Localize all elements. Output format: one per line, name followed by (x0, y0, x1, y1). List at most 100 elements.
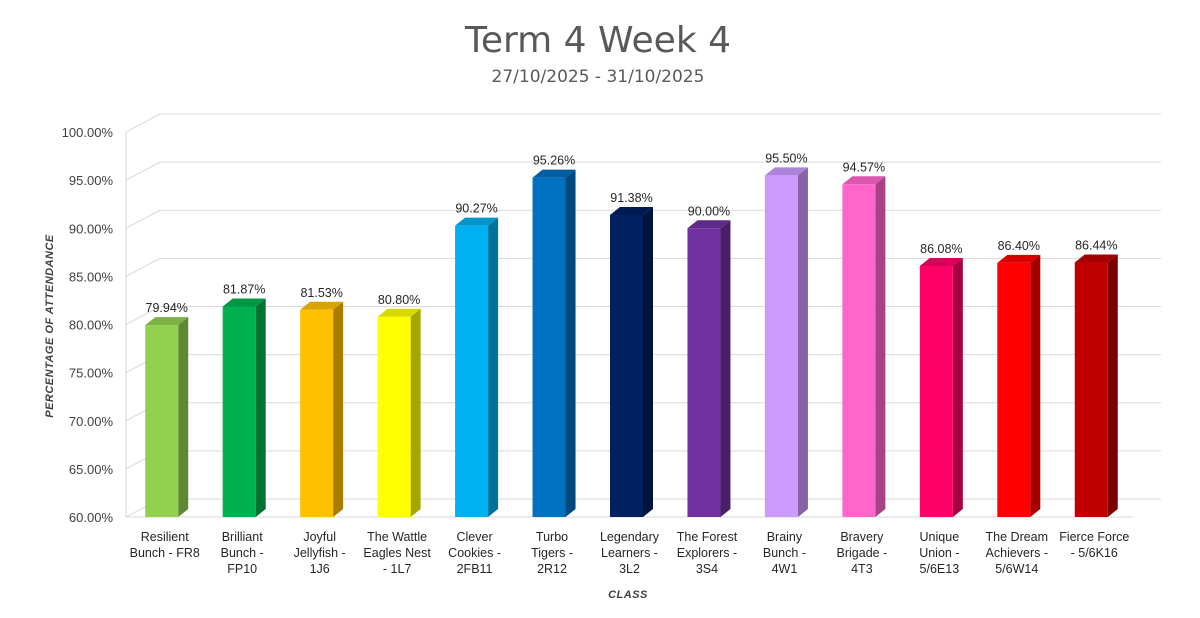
bar (842, 176, 886, 518)
gridline-wall (125, 113, 161, 133)
bar-side (952, 257, 963, 517)
gridline-wall (125, 161, 161, 181)
bar-side (875, 176, 886, 518)
category-label: Joyful Jellyfish - 1J6 (294, 530, 346, 576)
bar-front (610, 214, 643, 517)
y-tick-label: 95.00% (69, 173, 114, 188)
data-label: 91.38% (610, 191, 652, 205)
y-tick-label: 100.00% (62, 125, 114, 140)
bar-side (720, 220, 731, 517)
y-tick-label: 90.00% (69, 221, 114, 236)
bar-side (410, 308, 421, 517)
bar-top (1074, 254, 1118, 263)
bar-top (377, 308, 421, 317)
category-label-line: Brilliant (222, 530, 264, 544)
category-label: Fierce Force - 5/6K16 (1059, 530, 1129, 560)
category-label-line: Bunch - FR8 (130, 546, 200, 560)
category-label-line: Learners - (601, 546, 658, 560)
bar-front (997, 262, 1031, 517)
category-label-line: 3S4 (696, 562, 718, 576)
bar-front (145, 325, 179, 517)
data-label: 95.26% (533, 154, 575, 168)
category-label-line: FP10 (227, 562, 257, 576)
category-label-line: Unique (920, 530, 960, 544)
bar-top (610, 206, 653, 215)
bar (455, 217, 499, 517)
y-axis-ticks: 60.00% 65.00% 70.00% 75.00% 80.00% 85.00% 90.0… (62, 125, 114, 525)
data-label: 94.57% (843, 160, 885, 174)
x-axis-label: CLASS (608, 589, 648, 601)
category-label: Brilliant Bunch - FP10 (221, 530, 264, 576)
data-label: 90.27% (455, 202, 497, 216)
y-tick-label: 70.00% (69, 414, 114, 429)
category-label-line: Cookies - (448, 546, 501, 560)
y-tick-label: 80.00% (69, 318, 114, 333)
data-label: 86.08% (920, 242, 962, 256)
category-label-line: 4W1 (772, 562, 798, 576)
category-label: Brainy Bunch - 4W1 (763, 530, 806, 576)
bars (145, 167, 1118, 518)
chart-title: Term 4 Week 4 (464, 20, 731, 61)
data-label: 81.87% (223, 283, 265, 297)
category-label: Unique Union - 5/6E13 (919, 530, 959, 576)
category-label-line: Bravery (840, 530, 884, 544)
bar (300, 301, 344, 517)
bar-top (997, 254, 1041, 263)
bar-side (643, 206, 653, 517)
bar (997, 254, 1041, 517)
y-tick-label: 75.00% (69, 366, 114, 381)
category-label: Bravery Brigade - 4T3 (837, 530, 888, 576)
y-tick-label: 65.00% (69, 462, 114, 477)
bar-side (255, 298, 266, 517)
category-label-line: Jellyfish - (294, 546, 346, 560)
category-label: Clever Cookies - 2FB11 (448, 530, 501, 576)
bar (687, 220, 731, 517)
data-label: 79.94% (146, 301, 188, 315)
category-label-line: Resilient (141, 530, 189, 544)
category-label: Turbo Tigers - 2R12 (531, 530, 573, 576)
bar (1074, 254, 1118, 517)
category-label-line: 1J6 (310, 562, 330, 576)
category-label: Legendary Learners - 3L2 (600, 530, 660, 576)
category-label-line: The Dream (986, 530, 1049, 544)
bar-top (455, 217, 499, 226)
category-label-line: 3L2 (619, 562, 640, 576)
gridline-wall (125, 209, 161, 229)
category-label-line: 5/6E13 (920, 562, 960, 576)
bar-front (377, 316, 411, 517)
data-label: 95.50% (765, 151, 807, 165)
category-label-line: Turbo (536, 530, 568, 544)
bar-top (842, 176, 886, 185)
category-label-line: Bunch - (221, 546, 264, 560)
gridline-wall (125, 257, 161, 277)
data-label: 80.80% (378, 293, 420, 307)
bar (145, 317, 189, 517)
bar-side (333, 301, 344, 517)
bar-side (1107, 254, 1118, 517)
category-label-line: 5/6W14 (995, 562, 1038, 576)
category-label-line: Tigers - (531, 546, 573, 560)
bar (919, 257, 963, 517)
data-labels: 79.94% 81.87% 81.53% 80.80% 90.27% 95.26% 91.3… (146, 151, 1118, 315)
category-label-line: The Forest (677, 530, 738, 544)
y-axis-label: PERCENTAGE OF ATTENDANCE (44, 234, 56, 418)
bar-front (1074, 262, 1108, 517)
category-label: Resilient Bunch - FR8 (130, 530, 200, 560)
x-axis-categories: Resilient Bunch - FR8 Brilliant Bunch - FP10… (130, 530, 1130, 576)
bar-front (764, 175, 798, 517)
data-label: 90.00% (688, 204, 730, 218)
gridline-wall (125, 306, 161, 325)
data-label: 86.40% (998, 239, 1040, 253)
bar-side (178, 317, 189, 517)
bar-front (532, 177, 566, 517)
category-label-line: Eagles Nest (363, 546, 431, 560)
category-label-line: Union - (919, 546, 959, 560)
bar (764, 167, 808, 517)
category-label: The Wattle Eagles Nest - 1L7 (363, 530, 431, 576)
category-label-line: 2R12 (537, 562, 567, 576)
bar-front (455, 225, 489, 517)
bar (377, 308, 421, 517)
data-label: 86.44% (1075, 239, 1117, 253)
